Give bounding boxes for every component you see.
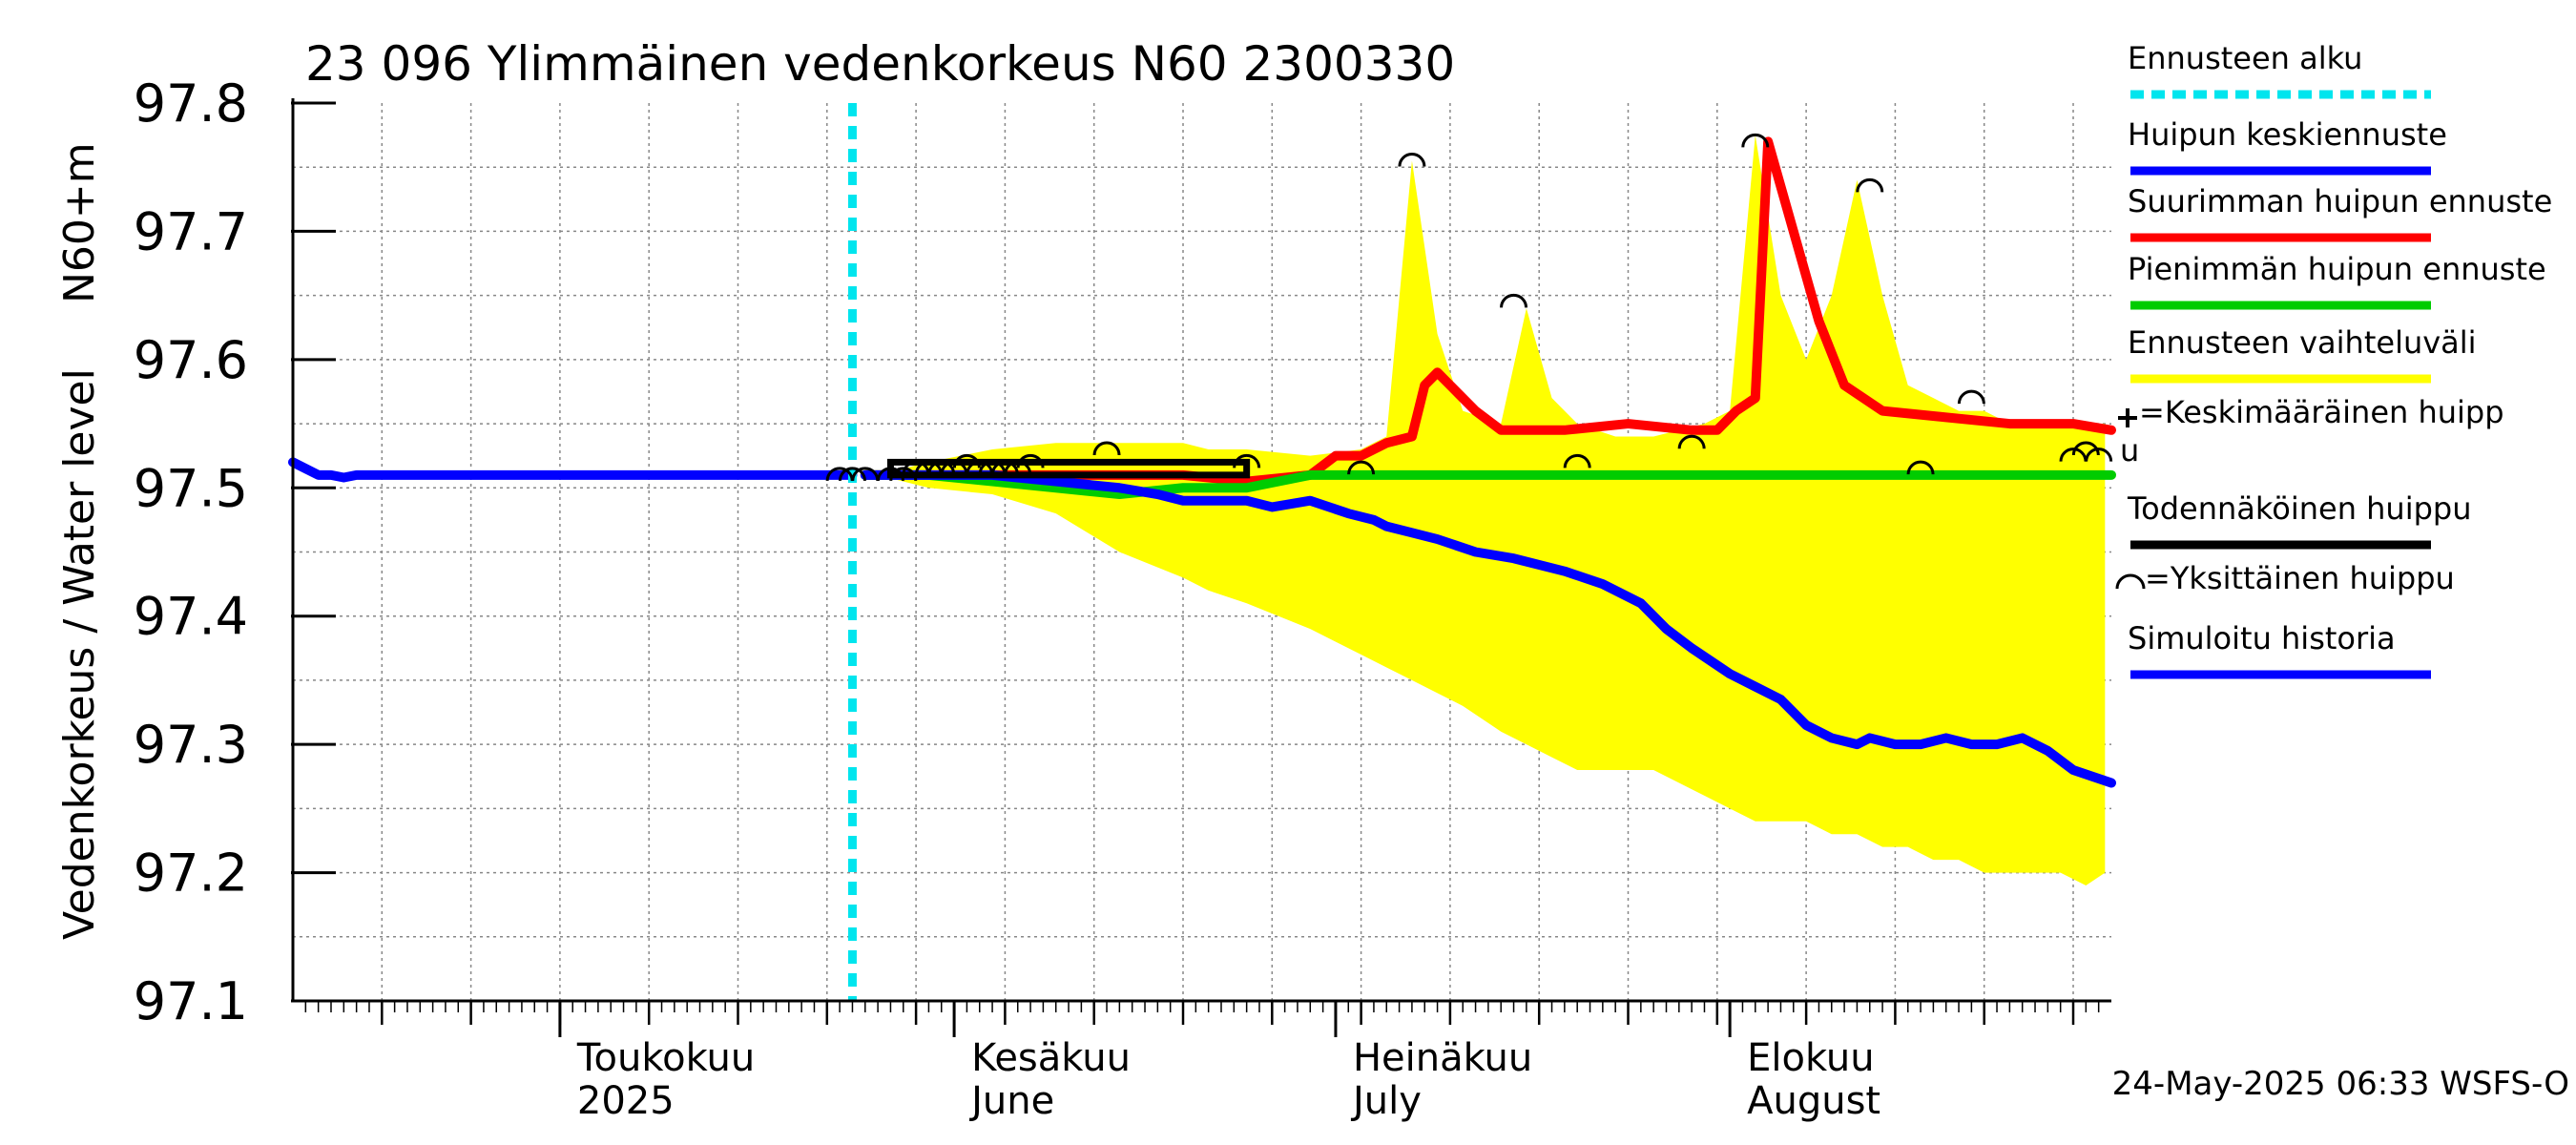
legend-label: Huipun keskiennuste [2128,116,2447,153]
legend-label: =Yksittäinen huippu [2145,560,2455,596]
single-peak-marker [876,467,904,481]
legend-label-cont: u [2120,432,2139,468]
single-peak-marker [2085,448,2113,462]
x-month-label-en: June [968,1079,1054,1123]
forecast-lines [288,103,2116,1001]
single-peak-marker [990,460,1019,475]
single-peak-marker [1856,177,1884,193]
series-line-pienimm-n-huipun-ennuste [860,469,2116,500]
single-peak-marker [1741,133,1770,148]
single-peak-marker [838,467,866,481]
single-peak-marker [1233,453,1261,468]
y-tick-label: 97.1 [134,971,248,1031]
single-peak-marker [851,467,880,481]
x-month-label: Heinäkuu [1353,1036,1532,1080]
y-tick-label: 97.7 [134,201,248,261]
footer-timestamp: 24-May-2025 06:33 WSFS-O [2112,1065,2569,1103]
single-peak-marker [2059,448,2088,462]
single-peak-marker [914,460,943,475]
series-line-huipun-keskiennuste [860,469,2116,788]
legend-label: Ennusteen alku [2128,40,2362,76]
y-tick-label: 97.5 [134,458,248,518]
y-axis-unit-label: N60+m [55,142,104,303]
x-month-label-en: 2025 [577,1079,675,1123]
single-peak-marker [940,460,968,475]
legend: Ennusteen alku Huipun keskiennuste Suurimm… [2115,40,2552,679]
single-peak-marker [1398,153,1426,167]
forecast-range-band [878,135,2106,886]
single-peak-marker [1677,434,1706,449]
single-peak-marker [1500,293,1528,308]
single-peak-marker [889,467,918,481]
y-tick-label: 97.8 [134,73,248,134]
single-peak-marker [966,460,994,475]
legend-label: Suurimman huipun ennuste [2128,183,2552,219]
single-peak-marker [825,467,854,481]
chart-title: 23 096 Ylimmäinen vedenkorkeus N60 23003… [305,36,1455,92]
single-peak-marker [978,460,1007,475]
x-month-label: Toukokuu [576,1036,755,1080]
legend-label: Pienimmän huipun ennuste [2128,251,2546,287]
single-peak-marker [1957,389,1985,405]
single-peak-marker [1906,460,1935,475]
y-tick-label: 97.4 [134,587,248,647]
legend-label: Simuloitu historia [2128,620,2396,656]
single-peak-marker [927,460,956,475]
range-band-area [878,135,2106,886]
x-month-label-en: August [1747,1079,1880,1123]
single-peak-symbol [2115,573,2146,590]
single-peak-marker [1347,460,1376,475]
legend-label: =Keskimääräinen huipp [2139,394,2504,430]
plot-frame [291,98,2111,1003]
single-peak-marker [1092,441,1121,456]
y-tick-label: 97.6 [134,330,248,390]
y-tick-label: 97.2 [134,843,248,904]
average-peak-symbol [2118,408,2137,427]
series-line-simuloitu-historia [288,457,858,483]
x-month-label: Elokuu [1747,1036,1875,1080]
single-peaks [825,133,2113,481]
single-peak-marker [1016,453,1045,468]
legend-label: Todennäköinen huippu [2127,490,2472,527]
x-month-label-en: July [1350,1079,1422,1123]
single-peak-marker [902,460,930,475]
y-axis-ticks: 97.1 97.2 97.3 97.4 97.5 97.6 97.7 97.8 [134,73,336,1031]
single-peak-marker [1563,453,1591,468]
legend-label: Ennusteen vaihteluväli [2128,324,2477,361]
x-month-label: Kesäkuu [971,1036,1131,1080]
y-axis-label: Vedenkorkeus / Water level [55,368,104,940]
y-tick-label: 97.3 [134,715,248,775]
single-peak-marker [1004,460,1032,475]
